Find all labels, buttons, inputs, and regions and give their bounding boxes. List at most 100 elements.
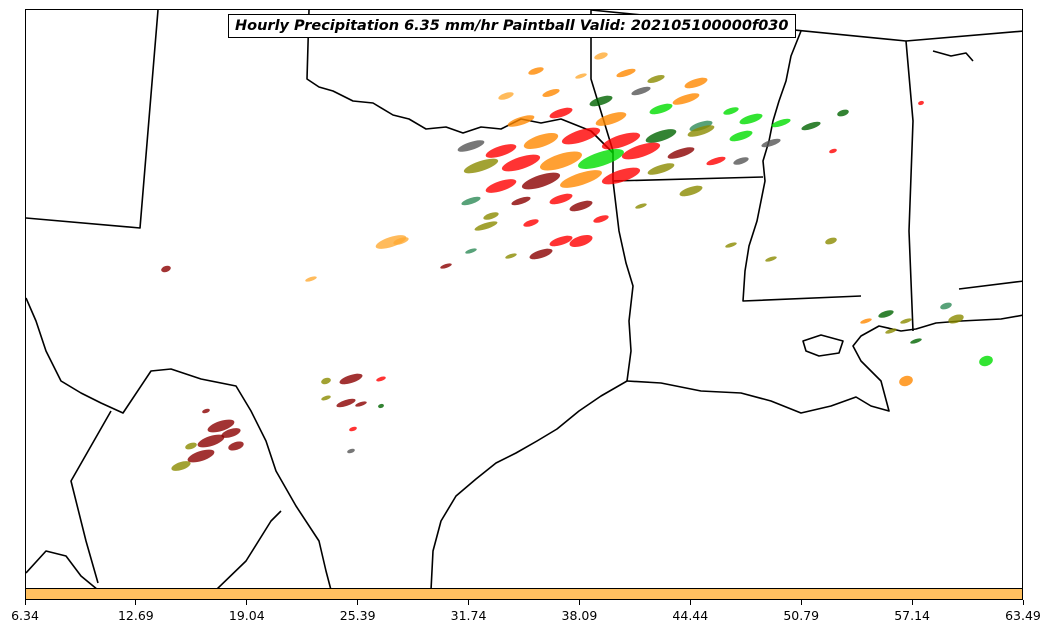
precip-blob (948, 314, 964, 324)
precip-blob (729, 130, 753, 142)
colorbar-tick (911, 600, 913, 605)
precip-blob (885, 328, 897, 334)
precip-blob (837, 109, 849, 117)
state-border-al-fl (958, 280, 1022, 290)
precip-blob (355, 401, 367, 407)
colorbar-tick-label: 6.34 (11, 608, 39, 623)
precip-blob (549, 193, 573, 205)
precip-blob (336, 398, 356, 408)
colorbar-tick-label: 25.39 (339, 608, 376, 623)
precip-blob (687, 125, 715, 137)
precip-blob (559, 170, 603, 188)
precip-blob (321, 377, 331, 385)
colorbar-tick (800, 600, 802, 605)
precip-blob (578, 149, 624, 169)
precip-blob (501, 154, 541, 172)
precipitation-paintballs (161, 52, 993, 471)
colorbar-tick-label: 57.14 (894, 608, 931, 623)
precip-blob (569, 200, 593, 212)
precip-blob (631, 86, 651, 96)
precip-blob (801, 121, 821, 131)
colorbar (25, 588, 1023, 600)
precip-blob (507, 115, 535, 127)
precip-blob (593, 215, 609, 223)
precip-blob (616, 68, 636, 78)
border-gulf-state (26, 550, 97, 588)
precip-blob (647, 163, 675, 175)
precip-blob (689, 120, 713, 132)
border-rio-grande (26, 297, 332, 588)
colorbar-tick-label: 38.09 (561, 608, 598, 623)
precip-blob (321, 395, 331, 401)
precip-blob (161, 265, 171, 273)
map-panel (25, 9, 1023, 589)
precip-blob (649, 103, 673, 115)
precip-blob (918, 100, 924, 106)
map-title: Hourly Precipitation 6.35 mm/hr Paintbal… (228, 14, 796, 38)
precip-blob (207, 419, 235, 433)
precip-blob (505, 253, 517, 259)
precip-blob (899, 375, 913, 387)
precip-blob (940, 302, 952, 310)
precip-blob (521, 172, 561, 190)
precip-blob (485, 144, 517, 158)
border-mexico-west (70, 410, 112, 584)
precip-blob (667, 147, 695, 159)
precip-blob (202, 408, 210, 414)
precip-blob (393, 237, 409, 245)
precip-blob (197, 434, 225, 448)
precip-blob (723, 107, 739, 115)
precip-blob (529, 248, 553, 260)
precip-blob (878, 310, 894, 318)
precip-blob (549, 107, 573, 119)
precip-blob (771, 118, 791, 128)
precip-blob (465, 248, 477, 254)
colorbar-tick-label: 31.74 (450, 608, 487, 623)
colorbar-tick-label: 50.79 (783, 608, 820, 623)
precip-blob (829, 148, 837, 154)
precip-blob (375, 235, 407, 249)
precip-blob (900, 318, 912, 324)
colorbar-tick (578, 600, 580, 605)
precip-blob (765, 256, 777, 262)
precip-blob (485, 179, 517, 193)
colorbar-tick (135, 600, 137, 605)
precip-blob (601, 132, 641, 150)
precip-blob (474, 221, 498, 231)
precip-blob (347, 448, 355, 454)
precip-blob (376, 376, 386, 382)
precip-blob (549, 235, 573, 247)
state-border-mississippi (742, 30, 862, 302)
map-canvas (26, 10, 1022, 588)
precip-blob (621, 142, 661, 160)
state-border-ar-la (612, 176, 764, 182)
precip-blob (601, 167, 641, 185)
precip-blob (910, 338, 922, 344)
colorbar-tick (246, 600, 248, 605)
precip-blob (647, 75, 665, 83)
precip-blob (228, 441, 244, 451)
precip-blob (349, 426, 357, 432)
coastline-louisiana (626, 314, 1022, 414)
precip-blob (635, 203, 647, 209)
colorbar-tick-label: 12.69 (117, 608, 154, 623)
precip-blob (523, 219, 539, 227)
precip-blob (733, 157, 749, 165)
precip-blob (684, 77, 708, 89)
precip-blob (185, 442, 197, 450)
colorbar-tick (689, 600, 691, 605)
precip-blob (539, 151, 583, 171)
precip-blob (595, 112, 627, 126)
state-border-ok-ks (306, 10, 614, 154)
coastline-texas (430, 380, 628, 588)
precip-blob (187, 449, 215, 463)
precip-blob (305, 276, 317, 282)
colorbar-tick-label: 63.49 (1005, 608, 1041, 623)
state-border-ok-ar (590, 10, 614, 181)
precip-blob (461, 196, 481, 206)
precip-blob (542, 89, 560, 97)
precip-blob (860, 318, 872, 324)
precip-blob (569, 234, 593, 248)
precip-blob (761, 138, 781, 148)
colorbar-tick (357, 600, 359, 605)
